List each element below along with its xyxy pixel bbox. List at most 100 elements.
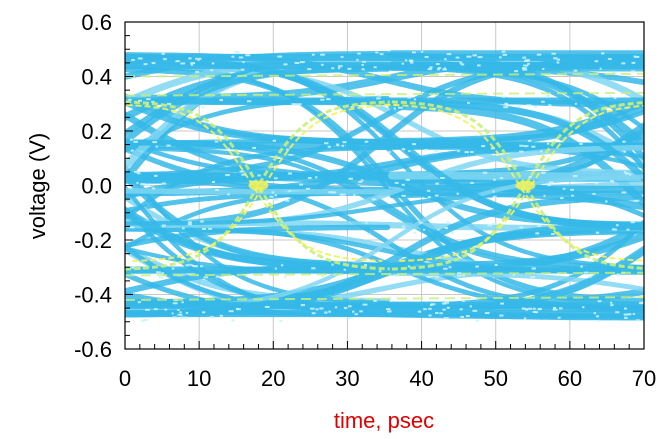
density-dot bbox=[501, 50, 506, 53]
density-dot bbox=[171, 267, 175, 270]
density-dot bbox=[195, 57, 198, 60]
density-dot bbox=[313, 230, 317, 233]
density-dot bbox=[517, 105, 522, 108]
density-dot bbox=[146, 98, 151, 101]
density-dot bbox=[234, 226, 238, 229]
density-dot bbox=[311, 267, 316, 270]
x-tick-label: 70 bbox=[632, 366, 656, 391]
density-dot bbox=[572, 175, 578, 178]
density-dot bbox=[628, 173, 632, 176]
density-dot bbox=[328, 191, 333, 194]
density-dot bbox=[153, 308, 158, 311]
density-dot bbox=[201, 106, 205, 109]
x-tick-label: 20 bbox=[261, 366, 285, 391]
density-dot bbox=[242, 61, 245, 64]
density-dot bbox=[487, 224, 492, 227]
density-dot bbox=[417, 310, 422, 313]
density-dot bbox=[532, 310, 537, 313]
y-tick-label: 0.6 bbox=[81, 10, 112, 35]
density-dot bbox=[615, 224, 619, 227]
density-dot bbox=[315, 308, 319, 311]
density-dot bbox=[519, 226, 524, 229]
density-dot bbox=[467, 101, 470, 104]
eye-trace bbox=[389, 51, 644, 162]
density-dot bbox=[595, 315, 600, 318]
density-dot bbox=[494, 264, 498, 267]
density-dot bbox=[405, 178, 410, 181]
y-tick-label: -0.2 bbox=[74, 228, 112, 253]
eye-trace bbox=[125, 138, 390, 146]
density-dot bbox=[188, 57, 192, 60]
density-dot bbox=[627, 313, 632, 316]
density-dot bbox=[443, 317, 449, 320]
density-dot bbox=[294, 103, 297, 106]
density-dot bbox=[181, 301, 184, 304]
density-dot bbox=[428, 307, 432, 310]
density-dot bbox=[307, 68, 312, 71]
density-dot bbox=[427, 275, 432, 278]
density-dot bbox=[240, 68, 245, 71]
density-dot bbox=[320, 63, 324, 66]
density-dot bbox=[492, 195, 497, 198]
density-dot bbox=[501, 95, 506, 98]
density-dot bbox=[398, 106, 403, 109]
density-dot bbox=[299, 183, 304, 186]
density-dot bbox=[623, 150, 626, 153]
density-dot bbox=[408, 150, 411, 153]
density-dot bbox=[311, 312, 316, 315]
density-dot bbox=[443, 267, 448, 270]
density-dot bbox=[535, 232, 540, 235]
density-dot bbox=[307, 176, 312, 179]
density-dot bbox=[492, 178, 496, 181]
density-dot bbox=[514, 70, 519, 73]
density-dot bbox=[373, 299, 377, 302]
density-dot bbox=[599, 67, 602, 70]
density-dot bbox=[411, 143, 417, 146]
density-dot bbox=[552, 308, 558, 311]
density-dot bbox=[326, 98, 331, 101]
density-dot bbox=[269, 195, 274, 198]
density-dot bbox=[528, 175, 532, 178]
density-dot bbox=[137, 57, 143, 60]
density-dot bbox=[623, 313, 628, 316]
density-dot bbox=[362, 60, 366, 63]
density-dot bbox=[377, 94, 382, 97]
density-dot bbox=[551, 233, 555, 236]
density-dot bbox=[610, 179, 614, 182]
density-dot bbox=[537, 225, 542, 228]
density-dot bbox=[401, 194, 406, 197]
density-dot bbox=[626, 228, 630, 231]
density-dot bbox=[607, 57, 612, 60]
density-dot bbox=[202, 227, 207, 230]
density-dot bbox=[337, 67, 341, 70]
density-dot bbox=[130, 149, 134, 152]
density-dot bbox=[151, 187, 156, 190]
density-dot bbox=[211, 181, 216, 184]
density-dot bbox=[219, 99, 224, 102]
density-dot bbox=[408, 59, 413, 62]
density-dot bbox=[499, 56, 502, 59]
density-dot bbox=[320, 53, 325, 56]
density-dot bbox=[159, 276, 164, 279]
density-dot bbox=[545, 94, 551, 97]
density-dot bbox=[348, 317, 352, 320]
density-dot bbox=[131, 59, 135, 62]
density-dot bbox=[287, 172, 293, 175]
density-dot bbox=[376, 97, 381, 100]
density-dot bbox=[437, 68, 440, 71]
density-dot bbox=[442, 308, 446, 311]
eye-trace bbox=[388, 102, 644, 209]
density-dot bbox=[299, 61, 305, 64]
x-tick-label: 40 bbox=[409, 366, 433, 391]
density-dot bbox=[401, 183, 405, 186]
density-dot bbox=[336, 143, 340, 146]
density-dot bbox=[428, 314, 432, 317]
density-dot bbox=[444, 301, 449, 304]
density-dot bbox=[315, 176, 318, 179]
density-dot bbox=[490, 147, 496, 150]
density-dot bbox=[504, 102, 508, 105]
density-dot bbox=[387, 151, 391, 154]
density-dot bbox=[264, 305, 270, 308]
density-dot bbox=[379, 53, 384, 56]
density-dot bbox=[503, 106, 509, 109]
